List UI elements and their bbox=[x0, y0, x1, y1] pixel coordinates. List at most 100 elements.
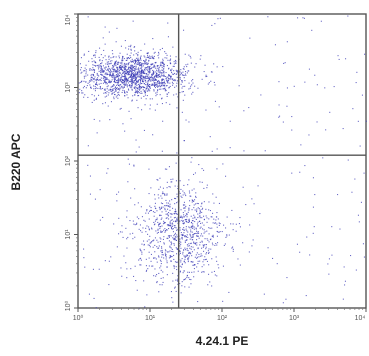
scatter-point bbox=[163, 71, 165, 73]
scatter-point bbox=[158, 80, 160, 82]
scatter-point bbox=[197, 263, 199, 265]
scatter-point bbox=[116, 193, 118, 195]
scatter-point bbox=[112, 74, 114, 76]
scatter-point bbox=[135, 66, 137, 68]
scatter-point bbox=[145, 60, 147, 62]
scatter-point bbox=[146, 88, 148, 90]
scatter-point bbox=[119, 87, 121, 89]
scatter-point bbox=[162, 82, 164, 84]
scatter-point bbox=[142, 70, 144, 72]
scatter-point bbox=[193, 226, 195, 228]
scatter-point bbox=[186, 214, 188, 216]
scatter-point bbox=[176, 234, 178, 236]
scatter-point bbox=[115, 65, 117, 67]
scatter-point bbox=[278, 104, 280, 106]
scatter-point bbox=[106, 88, 108, 90]
scatter-point bbox=[169, 250, 171, 252]
scatter-point bbox=[103, 79, 105, 81]
scatter-point bbox=[114, 80, 116, 82]
scatter-point bbox=[159, 94, 161, 96]
scatter-point bbox=[100, 68, 102, 70]
scatter-point bbox=[114, 89, 116, 91]
scatter-point bbox=[170, 181, 172, 183]
scatter-point bbox=[359, 145, 361, 147]
scatter-point bbox=[179, 283, 181, 285]
scatter-point bbox=[188, 252, 190, 254]
scatter-point bbox=[175, 73, 177, 75]
scatter-point bbox=[160, 260, 162, 262]
scatter-point bbox=[183, 74, 185, 76]
scatter-point bbox=[120, 62, 122, 64]
y-tick-label: 10² bbox=[65, 155, 72, 166]
scatter-point bbox=[169, 205, 171, 207]
scatter-point bbox=[173, 61, 175, 63]
scatter-point bbox=[161, 251, 163, 253]
scatter-point bbox=[184, 94, 186, 96]
scatter-point bbox=[312, 232, 314, 234]
scatter-point bbox=[130, 60, 132, 62]
scatter-point bbox=[125, 84, 127, 86]
scatter-point bbox=[165, 258, 167, 260]
scatter-point bbox=[149, 246, 151, 248]
scatter-point bbox=[193, 200, 195, 202]
scatter-point bbox=[160, 202, 162, 204]
scatter-point bbox=[226, 234, 228, 236]
scatter-point bbox=[194, 242, 196, 244]
scatter-point bbox=[104, 26, 106, 28]
scatter-point bbox=[140, 67, 142, 69]
scatter-point bbox=[200, 235, 202, 237]
scatter-point bbox=[153, 55, 155, 57]
scatter-point bbox=[80, 57, 82, 59]
scatter-point bbox=[163, 78, 165, 80]
scatter-point bbox=[91, 58, 93, 60]
scatter-point bbox=[201, 202, 203, 204]
scatter-point bbox=[195, 242, 197, 244]
scatter-point bbox=[91, 80, 93, 82]
scatter-point bbox=[130, 49, 132, 51]
scatter-point bbox=[122, 80, 124, 82]
scatter-point bbox=[112, 89, 114, 91]
scatter-point bbox=[93, 54, 95, 56]
scatter-point bbox=[159, 64, 161, 66]
scatter-point bbox=[200, 233, 202, 235]
scatter-point bbox=[257, 185, 259, 187]
scatter-point bbox=[93, 74, 95, 76]
scatter-point bbox=[126, 94, 128, 96]
scatter-point bbox=[89, 193, 91, 195]
scatter-point bbox=[201, 208, 203, 210]
scatter-point bbox=[175, 247, 177, 249]
scatter-point bbox=[177, 188, 179, 190]
scatter-point bbox=[187, 261, 189, 263]
scatter-point bbox=[131, 60, 133, 62]
scatter-point bbox=[148, 72, 150, 74]
scatter-point bbox=[183, 68, 185, 70]
scatter-point bbox=[119, 108, 121, 110]
scatter-point bbox=[189, 252, 191, 254]
scatter-point bbox=[99, 79, 101, 81]
scatter-point bbox=[143, 70, 145, 72]
scatter-point bbox=[163, 63, 165, 65]
scatter-point bbox=[139, 72, 141, 74]
scatter-point bbox=[191, 220, 193, 222]
scatter-point bbox=[185, 239, 187, 241]
scatter-point bbox=[158, 74, 160, 76]
scatter-point bbox=[152, 72, 154, 74]
scatter-point bbox=[216, 148, 218, 150]
scatter-point bbox=[197, 270, 199, 272]
scatter-point bbox=[141, 92, 143, 94]
scatter-point bbox=[154, 75, 156, 77]
scatter-point bbox=[120, 67, 122, 69]
scatter-point bbox=[201, 217, 203, 219]
scatter-point bbox=[87, 145, 89, 147]
scatter-point bbox=[210, 216, 212, 218]
scatter-point bbox=[190, 85, 192, 87]
scatter-point bbox=[141, 77, 143, 79]
scatter-point bbox=[226, 216, 228, 218]
scatter-point bbox=[165, 85, 167, 87]
scatter-point bbox=[167, 237, 169, 239]
scatter-point bbox=[197, 247, 199, 249]
scatter-point bbox=[176, 248, 178, 250]
scatter-point bbox=[194, 243, 196, 245]
scatter-point bbox=[154, 79, 156, 81]
scatter-point bbox=[196, 210, 198, 212]
